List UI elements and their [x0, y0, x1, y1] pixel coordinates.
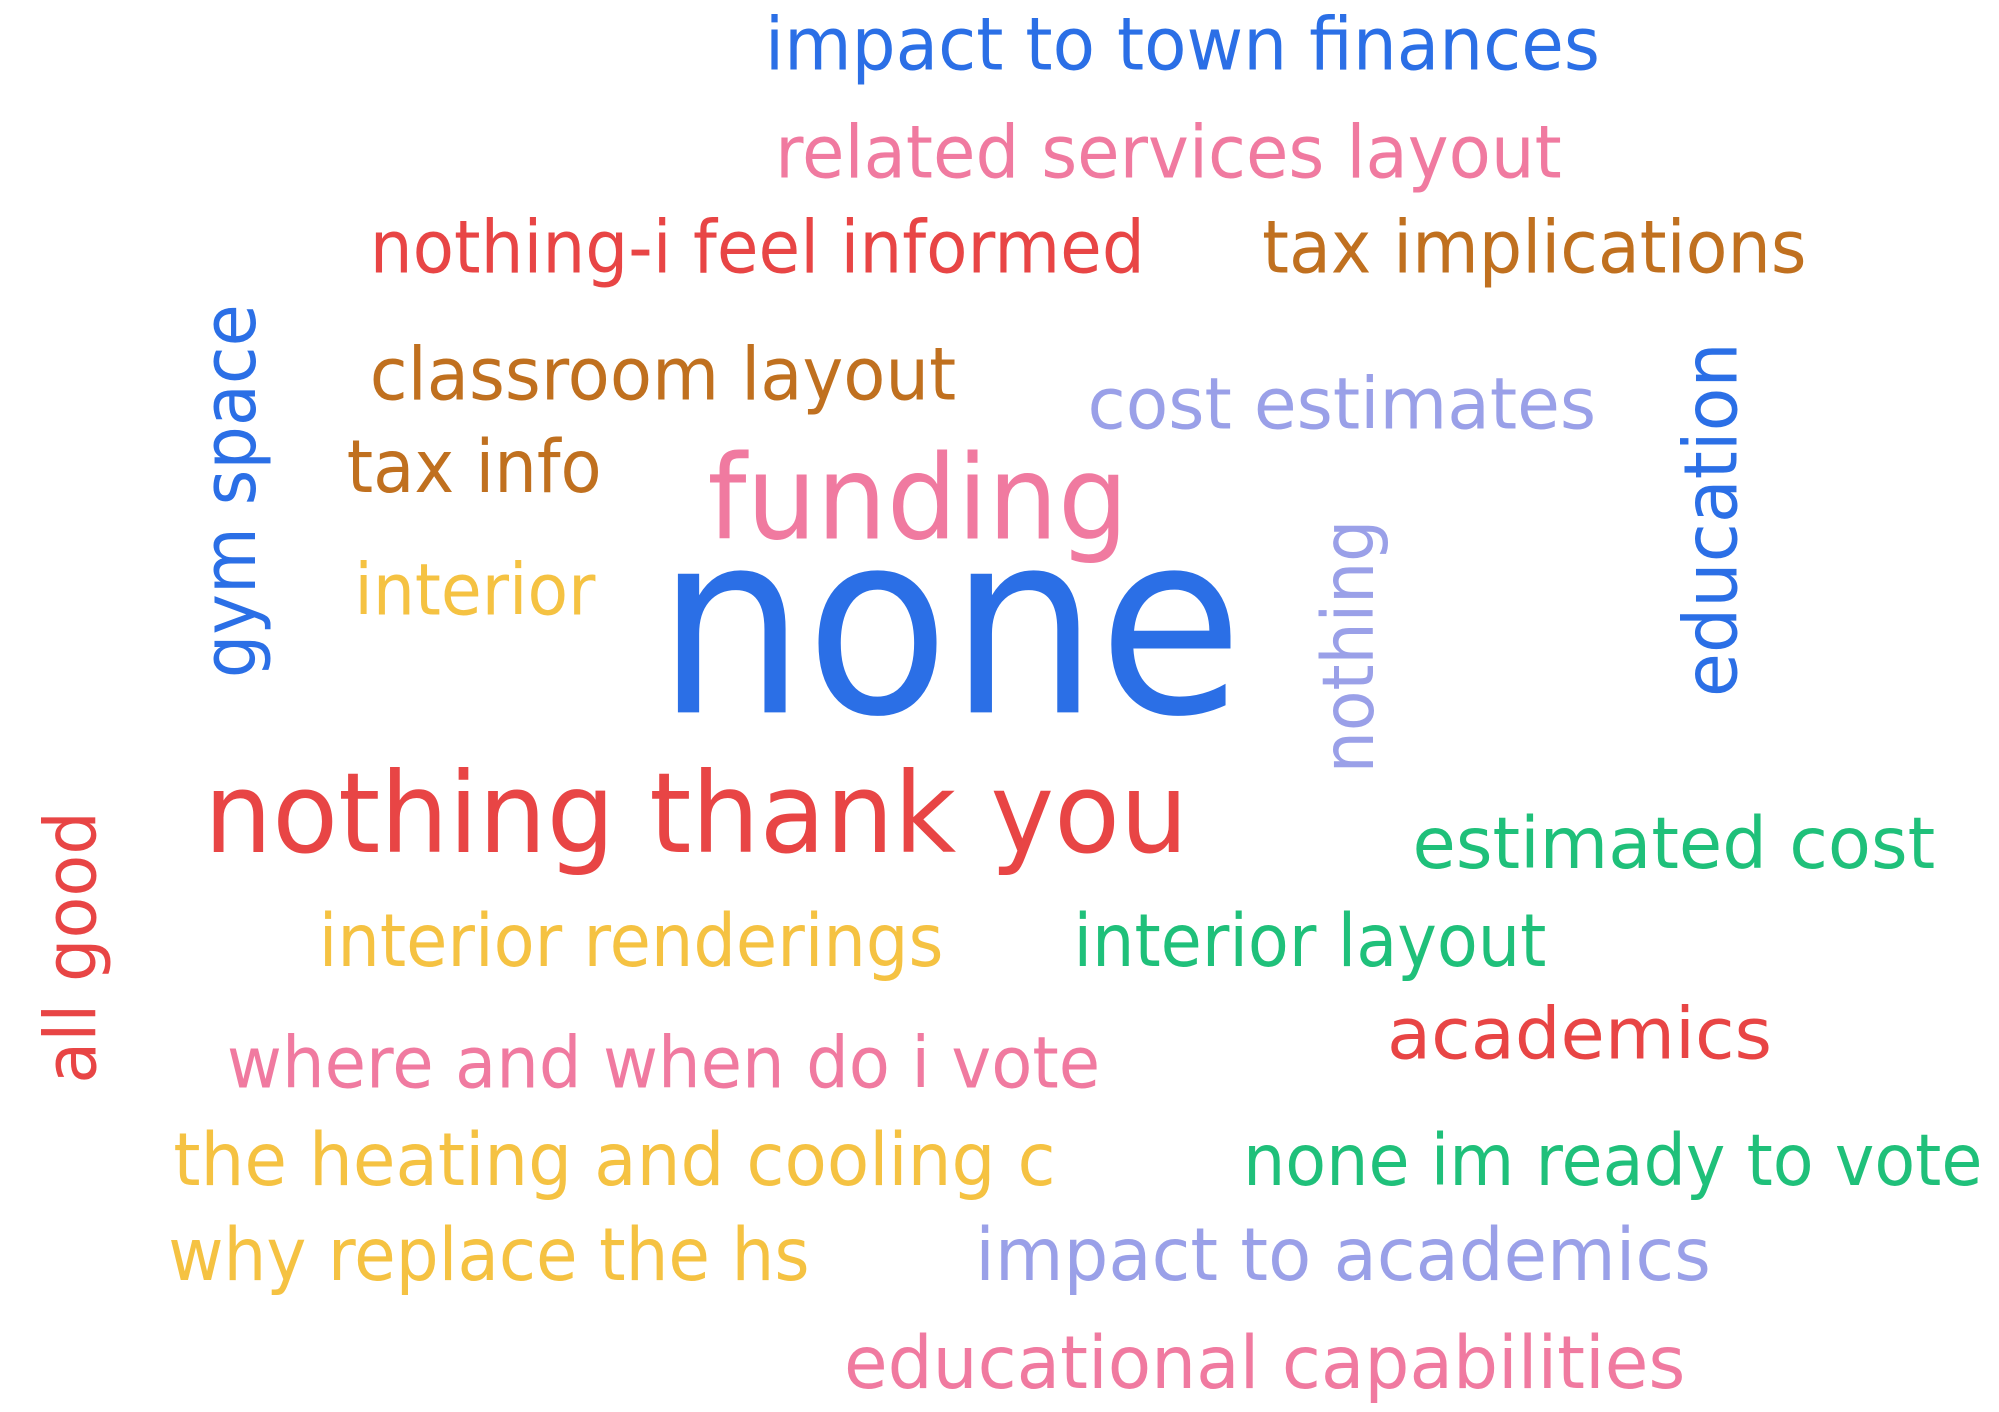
word: gym space [188, 304, 273, 678]
word: interior layout [1073, 899, 1546, 984]
word: interior renderings [319, 899, 944, 984]
word: funding [708, 430, 1129, 567]
word: interior [354, 549, 596, 632]
word: cost estimates [1087, 363, 1596, 446]
word: the heating and cooling c [173, 1118, 1055, 1203]
word: impact to academics [975, 1213, 1711, 1298]
word: all good [29, 811, 112, 1084]
word: educational capabilities [844, 1321, 1685, 1406]
word: nothing [1307, 520, 1390, 774]
word: nothing thank you [204, 749, 1188, 879]
word: related services layout [775, 111, 1562, 196]
word: none im ready to vote [1243, 1119, 1982, 1202]
word: impact to town finances [765, 3, 1600, 88]
word: tax info [347, 425, 602, 510]
word: estimated cost [1413, 802, 1936, 885]
word: why replace the hs [168, 1213, 809, 1298]
word: none [657, 477, 1243, 772]
word: classroom layout [370, 332, 956, 417]
word: where and when do i vote [227, 1022, 1100, 1105]
word: academics [1387, 993, 1772, 1076]
word: tax implications [1262, 206, 1806, 291]
word: nothing-i feel informed [370, 206, 1145, 291]
word: education [1669, 342, 1754, 697]
